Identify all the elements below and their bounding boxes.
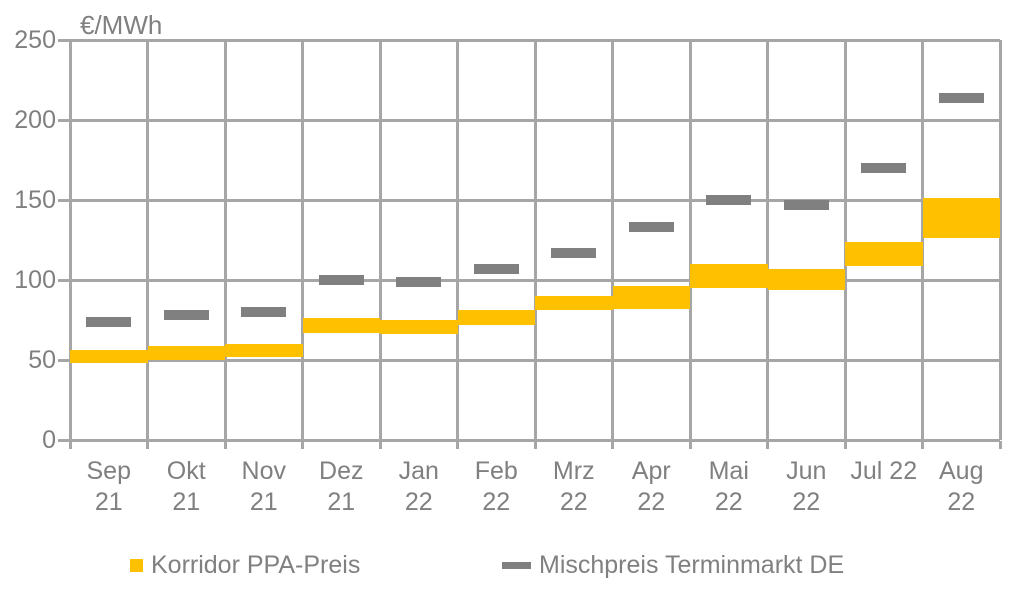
x-axis-tick-mark <box>766 441 769 449</box>
legend-label-korridor: Korridor PPA-Preis <box>151 550 361 579</box>
mischpreis-swatch-icon <box>502 561 531 569</box>
korridor-range-bar <box>225 344 303 357</box>
h-gridline <box>70 438 1000 442</box>
y-axis-tick-label: 100 <box>14 266 56 294</box>
v-gridline <box>688 40 692 440</box>
x-axis-tick-mark <box>843 441 847 449</box>
plot-area <box>68 38 1002 442</box>
korridor-range-bar <box>302 318 380 333</box>
korridor-range-bar <box>612 286 690 309</box>
mischpreis-dash-marker <box>86 316 132 327</box>
mischpreis-dash-marker <box>163 310 209 321</box>
mischpreis-dash-marker <box>318 275 364 285</box>
x-axis-tick-mark <box>223 441 227 449</box>
mischpreis-dash-marker <box>396 276 442 287</box>
mischpreis-dash-marker <box>706 195 752 205</box>
korridor-swatch-icon <box>130 558 143 572</box>
x-axis-tick-mark <box>378 441 382 449</box>
y-axis-tick-mark <box>58 438 70 442</box>
x-axis-tick-mark <box>456 441 459 449</box>
x-axis-tick-label: Sep 21 <box>86 457 131 516</box>
mischpreis-dash-marker <box>783 199 829 210</box>
x-axis-tick-mark <box>68 441 72 449</box>
korridor-range-bar <box>845 241 923 266</box>
v-gridline <box>68 40 72 440</box>
legend-item-korridor: Korridor PPA-Preis <box>130 551 360 579</box>
v-gridline <box>223 40 227 440</box>
x-axis-tick-mark <box>998 441 1002 449</box>
korridor-range-bar <box>690 264 768 288</box>
x-axis-tick-mark <box>688 441 692 449</box>
v-gridline <box>301 40 304 440</box>
x-axis-tick-label: Okt 21 <box>166 457 206 516</box>
x-axis-tick-label: Mrz 22 <box>552 457 595 516</box>
v-gridline <box>456 40 459 440</box>
x-axis-tick-mark <box>611 441 614 449</box>
y-axis-tick-mark <box>58 118 70 122</box>
mischpreis-dash-marker <box>938 92 984 103</box>
y-axis-tick-mark <box>58 38 70 42</box>
x-axis-tick-label: Aug 22 <box>939 457 984 516</box>
korridor-range-bar <box>147 345 225 360</box>
x-axis-tick-label: Dez 21 <box>319 457 364 516</box>
korridor-range-bar <box>922 198 1000 239</box>
v-gridline <box>146 40 149 440</box>
y-axis-tick-mark <box>58 198 70 202</box>
v-gridline <box>766 40 769 440</box>
y-axis-tick-label: 150 <box>14 186 56 214</box>
legend-label-mischpreis: Mischpreis Terminmarkt DE <box>539 550 845 579</box>
x-axis-tick-label: Nov 21 <box>241 457 286 516</box>
mischpreis-dash-marker <box>628 222 674 233</box>
korridor-range-bar <box>380 320 458 335</box>
x-axis-tick-label: Jan 22 <box>398 457 439 516</box>
legend-item-mischpreis: Mischpreis Terminmarkt DE <box>502 551 844 579</box>
x-axis-tick-mark <box>921 441 924 449</box>
y-axis-tick-label: 0 <box>42 426 56 454</box>
v-gridline <box>843 40 847 440</box>
y-axis-unit-label: €/MWh <box>80 10 163 40</box>
korridor-range-bar <box>70 350 148 364</box>
x-axis-tick-label: Jul 22 <box>850 457 918 485</box>
v-gridline <box>921 40 924 440</box>
mischpreis-dash-marker <box>473 263 519 274</box>
v-gridline <box>611 40 614 440</box>
y-axis-tick-label: 50 <box>28 346 56 374</box>
x-axis-tick-mark <box>301 441 304 449</box>
mischpreis-dash-marker <box>861 163 907 173</box>
korridor-range-bar <box>767 268 845 290</box>
v-gridline <box>533 40 537 440</box>
y-axis-tick-label: 200 <box>14 106 56 134</box>
v-gridline <box>998 40 1002 440</box>
x-axis-tick-mark <box>146 441 149 449</box>
x-axis-tick-label: Jun 22 <box>786 457 827 516</box>
y-axis-tick-mark <box>58 358 70 362</box>
x-axis-tick-label: Apr 22 <box>631 457 671 516</box>
y-axis-tick-label: 250 <box>14 26 56 54</box>
korridor-range-bar <box>457 310 535 325</box>
x-axis-tick-label: Mai 22 <box>708 457 749 516</box>
x-axis-tick-mark <box>533 441 537 449</box>
mischpreis-dash-marker <box>551 247 597 258</box>
y-axis-tick-mark <box>58 278 70 282</box>
v-gridline <box>378 40 382 440</box>
x-axis-tick-label: Feb 22 <box>474 457 518 516</box>
mischpreis-dash-marker <box>241 307 287 317</box>
korridor-range-bar <box>535 296 613 311</box>
